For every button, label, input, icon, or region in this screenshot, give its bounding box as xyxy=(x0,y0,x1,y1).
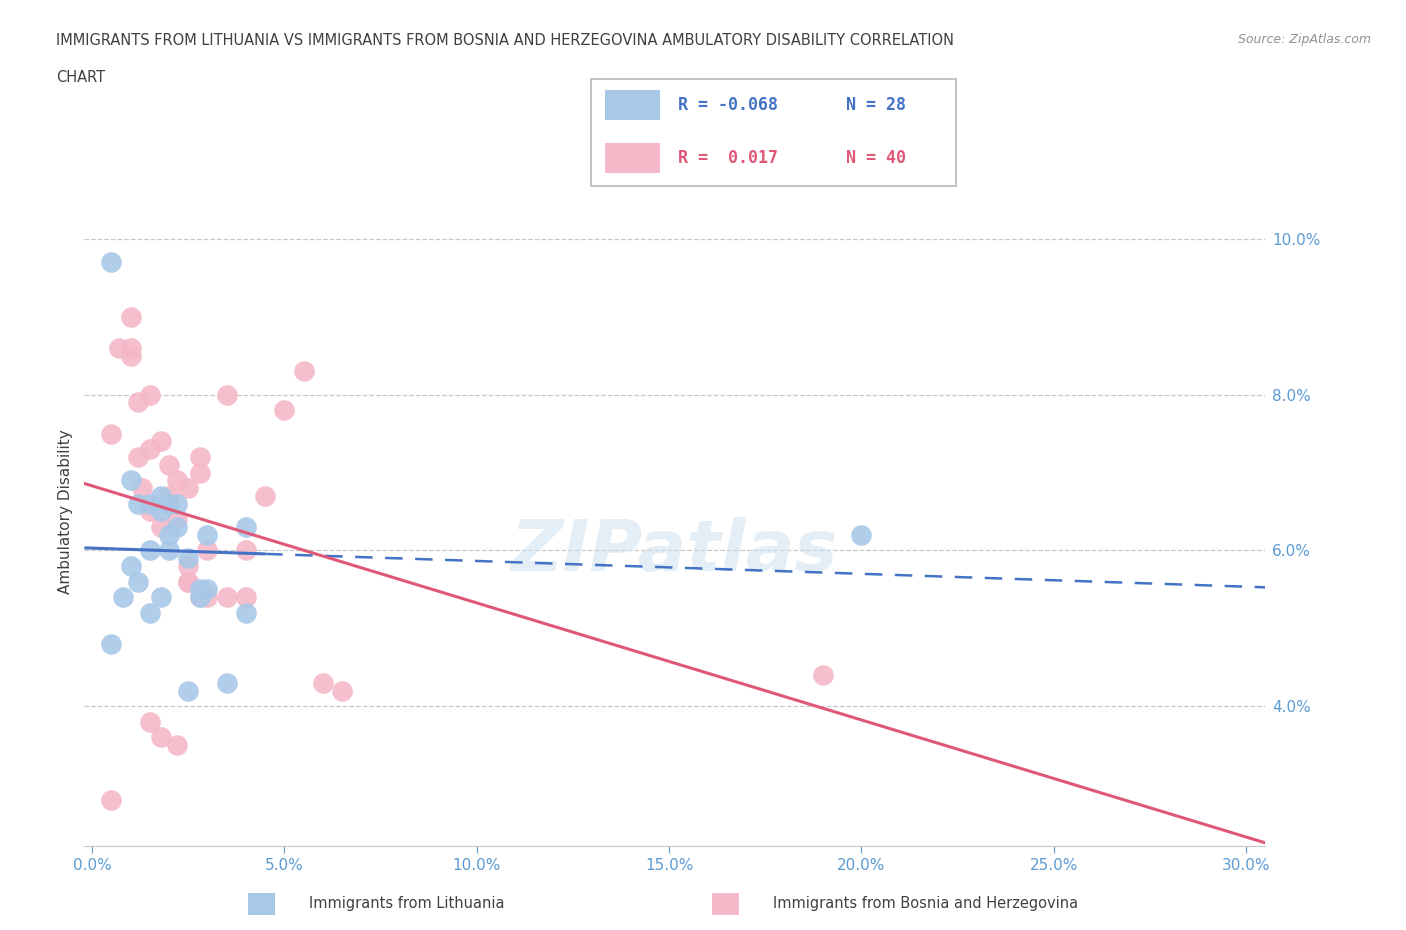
Point xyxy=(127,574,149,589)
Point xyxy=(157,458,180,472)
Point xyxy=(157,527,180,542)
Text: ZIPatlas: ZIPatlas xyxy=(512,517,838,586)
Point xyxy=(177,481,200,496)
Point xyxy=(188,590,211,604)
Point xyxy=(166,512,188,526)
Point xyxy=(120,310,142,325)
Point xyxy=(157,488,180,503)
Point xyxy=(188,590,211,604)
Point xyxy=(312,675,335,690)
Point xyxy=(235,520,257,535)
Point xyxy=(127,395,149,410)
Point xyxy=(235,605,257,620)
Point xyxy=(330,684,353,698)
Text: N = 40: N = 40 xyxy=(846,149,907,167)
Point xyxy=(273,403,295,418)
Point xyxy=(100,426,122,441)
Point xyxy=(139,543,162,558)
Point xyxy=(177,684,200,698)
Point xyxy=(150,488,173,503)
Point xyxy=(120,559,142,574)
Text: Immigrants from Lithuania: Immigrants from Lithuania xyxy=(309,897,505,911)
Text: CHART: CHART xyxy=(56,70,105,85)
Point xyxy=(139,442,162,457)
Point xyxy=(108,340,131,355)
Point xyxy=(139,714,162,729)
Point xyxy=(127,449,149,464)
Y-axis label: Ambulatory Disability: Ambulatory Disability xyxy=(58,429,73,594)
Text: R =  0.017: R = 0.017 xyxy=(678,149,779,167)
Point xyxy=(177,574,200,589)
Point xyxy=(150,590,173,604)
Text: Source: ZipAtlas.com: Source: ZipAtlas.com xyxy=(1237,33,1371,46)
Point xyxy=(100,636,122,651)
Point xyxy=(150,730,173,745)
Point xyxy=(197,543,219,558)
Point xyxy=(131,481,153,496)
FancyBboxPatch shape xyxy=(591,79,956,186)
Point xyxy=(157,497,180,512)
Point xyxy=(127,497,149,512)
Point xyxy=(100,792,122,807)
Point xyxy=(120,473,142,488)
Text: Immigrants from Bosnia and Herzegovina: Immigrants from Bosnia and Herzegovina xyxy=(773,897,1078,911)
Point xyxy=(166,520,188,535)
Point xyxy=(139,497,162,512)
Point xyxy=(166,473,188,488)
Text: IMMIGRANTS FROM LITHUANIA VS IMMIGRANTS FROM BOSNIA AND HERZEGOVINA AMBULATORY D: IMMIGRANTS FROM LITHUANIA VS IMMIGRANTS … xyxy=(56,33,955,47)
Point xyxy=(100,255,122,270)
Point xyxy=(120,340,142,355)
Text: R = -0.068: R = -0.068 xyxy=(678,96,779,113)
Point xyxy=(139,504,162,519)
Point xyxy=(235,590,257,604)
Point xyxy=(188,465,211,480)
Point xyxy=(215,590,238,604)
Point xyxy=(139,387,162,402)
Point xyxy=(177,574,200,589)
Point xyxy=(851,527,873,542)
Point xyxy=(197,527,219,542)
Point xyxy=(150,434,173,449)
Point xyxy=(188,449,211,464)
Point xyxy=(177,551,200,565)
Point xyxy=(166,737,188,752)
Bar xyxy=(605,143,659,173)
Point xyxy=(120,349,142,364)
Point xyxy=(197,582,219,597)
Point xyxy=(139,605,162,620)
Point xyxy=(157,543,180,558)
Point xyxy=(811,668,834,683)
Point xyxy=(177,559,200,574)
Point xyxy=(197,590,219,604)
Point xyxy=(215,387,238,402)
Point xyxy=(166,497,188,512)
Point xyxy=(150,520,173,535)
Bar xyxy=(605,89,659,120)
Point xyxy=(254,488,277,503)
Text: N = 28: N = 28 xyxy=(846,96,907,113)
Point xyxy=(235,543,257,558)
Point xyxy=(215,675,238,690)
Point xyxy=(150,504,173,519)
Point xyxy=(292,364,315,379)
Point xyxy=(111,590,134,604)
Point xyxy=(188,582,211,597)
